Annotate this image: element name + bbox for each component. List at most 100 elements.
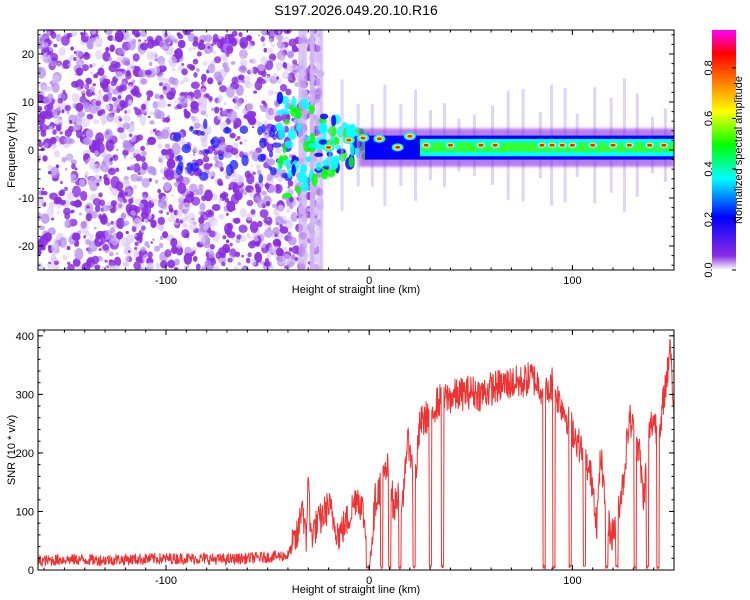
spectrogram-speckle [141, 177, 151, 188]
spectrogram-speckle [48, 46, 53, 52]
spectrogram-speckle [62, 254, 68, 261]
spectrogram-speckle [117, 127, 125, 133]
spectrogram-speckle [193, 71, 198, 78]
spectrogram-speckle [90, 71, 94, 76]
spectrogram-speckle [181, 216, 188, 223]
spectrogram-speckle [264, 157, 270, 163]
spectrogram-speckle [170, 237, 178, 248]
spectrogram-speckle [80, 117, 91, 128]
spectrogram-speckle [226, 200, 236, 212]
spectrogram-speckle [118, 189, 125, 198]
spectrogram-speckle [263, 222, 267, 227]
spectrogram-speckle [230, 61, 236, 66]
spectrogram-speckle [66, 154, 73, 162]
spectrogram-speckle [112, 154, 119, 161]
spectrogram-speckle [192, 145, 198, 153]
spectrogram-speckle [119, 84, 128, 92]
spectrogram-speckle [66, 245, 71, 251]
spectrogram-speckle [38, 154, 42, 162]
spectrogram-speckle [195, 67, 200, 73]
spectrogram-speckle [213, 265, 220, 270]
spectrogram-speckle [131, 30, 136, 35]
spectrogram-speckle [288, 38, 297, 47]
spectrogram-speckle [259, 30, 262, 34]
spectrogram-blob [203, 118, 208, 129]
spectrogram-speckle [254, 232, 258, 237]
spectrogram-hotspot-peak [647, 143, 653, 147]
spectrogram-speckle [67, 63, 72, 67]
spectrogram-speckle [55, 33, 62, 42]
spectrogram-speckle [64, 129, 72, 138]
spectrogram-speckle [180, 91, 185, 96]
spectrogram-speckle [252, 214, 256, 218]
spectrogram-speckle [287, 180, 294, 187]
spectrogram-speckle [260, 36, 265, 43]
spectrogram-speckle [238, 224, 248, 233]
spectrogram-speckle [158, 82, 163, 87]
spectrogram-speckle [159, 168, 165, 174]
spectrogram-speckle [274, 147, 282, 154]
spectrogram-speckle [215, 75, 224, 83]
spectrogram-speckle [237, 261, 242, 266]
y-tick-label: -10 [18, 193, 34, 205]
spectrogram-blob [348, 156, 355, 168]
spectrogram-speckle [199, 202, 206, 211]
spectrogram-speckle [156, 110, 165, 120]
spectrogram-speckle [91, 140, 101, 154]
spectrogram-blob [281, 172, 289, 179]
spectrogram-blob [303, 139, 311, 153]
spectrogram-speckle [48, 261, 52, 265]
spectrogram-speckle [181, 229, 190, 239]
spectrogram-speckle [109, 227, 116, 234]
spectrogram-speckle [132, 88, 137, 93]
spectrogram-speckle [75, 67, 84, 76]
spectrogram-speckle [227, 232, 232, 236]
spectrogram-speckle [197, 42, 206, 51]
spectrogram-speckle [249, 221, 259, 233]
spectrogram-speckle [127, 250, 131, 253]
spectrogram-speckle [246, 233, 251, 238]
spectrogram-hotspot-peak [539, 143, 545, 147]
x-tick-label: -100 [155, 275, 177, 287]
spectrogram-speckle [259, 242, 266, 249]
spectrogram-streak [340, 79, 344, 211]
spectrogram-speckle [202, 155, 210, 163]
spectrogram-speckle [174, 258, 180, 266]
spectrogram-speckle [227, 33, 235, 44]
spectrogram-speckle [287, 50, 294, 59]
spectrogram-speckle [167, 103, 172, 107]
spectrogram-speckle [109, 44, 116, 53]
spectrogram-blob [241, 154, 249, 166]
y-tick-label: 10 [22, 97, 34, 109]
spectrogram-blob [319, 122, 328, 133]
spectrogram-speckle [95, 49, 103, 60]
spectrogram-speckle [52, 129, 57, 135]
spectrogram-speckle [272, 203, 277, 209]
spectrogram-speckle [154, 179, 159, 184]
spectrogram-speckle [59, 41, 63, 45]
spectrogram-blob [223, 127, 232, 134]
spectrogram-speckle [165, 45, 174, 56]
spectrogram-speckle [82, 83, 88, 89]
spectrogram-speckle [108, 252, 114, 257]
spectrogram-speckle [142, 195, 147, 200]
y-tick-label: 0 [28, 145, 34, 157]
spectrogram-speckle [55, 124, 62, 132]
spectrogram-speckle [202, 61, 208, 66]
spectrogram-speckle [217, 181, 224, 186]
spectrogram-speckle [264, 228, 273, 238]
spectrogram-speckle [210, 107, 215, 112]
spectrogram-speckle [193, 122, 201, 129]
spectrogram-blob [349, 123, 357, 135]
spectrogram-speckle [61, 156, 67, 163]
spectrogram-speckle [42, 155, 48, 162]
snr-panel: -100 0 100 0 100 200 300 400 Height of straigh… [6, 329, 675, 596]
spectrogram-speckle [234, 251, 241, 258]
spectrogram-speckle [157, 216, 166, 226]
spectrogram-speckle [101, 160, 106, 166]
spectrogram-speckle [221, 192, 229, 199]
spectrogram-blob [268, 150, 274, 158]
spectrogram-speckle [126, 166, 131, 171]
spectrogram-speckle [279, 56, 285, 63]
spectrogram-speckle [190, 81, 200, 89]
